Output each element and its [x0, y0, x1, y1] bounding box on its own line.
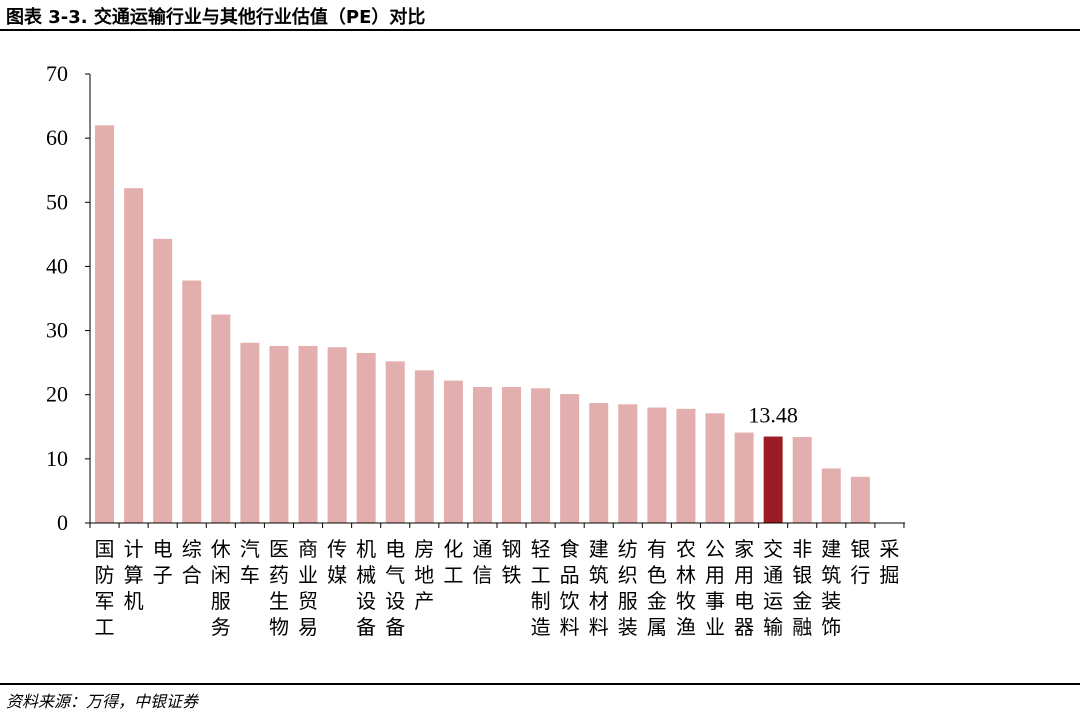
- bar-23: [763, 436, 783, 523]
- category-label-26: 银行: [850, 537, 870, 587]
- category-label-7: 商业贸易: [298, 537, 318, 639]
- bar-16: [560, 394, 580, 523]
- bar-15: [531, 388, 551, 523]
- bottom-divider: [0, 683, 1080, 685]
- category-label-24: 非银金融: [792, 537, 812, 639]
- category-label-20: 农林牧渔: [676, 537, 696, 639]
- bar-26: [850, 476, 870, 523]
- category-label-12: 化工: [443, 537, 463, 587]
- category-label-19: 有色金属: [647, 537, 667, 639]
- category-label-9: 机械设备: [356, 537, 376, 639]
- category-label-10: 电气设备: [385, 537, 405, 639]
- bar-25: [821, 468, 841, 523]
- bar-7: [298, 345, 318, 523]
- bar-24: [792, 437, 812, 523]
- bar-13: [472, 387, 492, 523]
- category-label-3: 综合: [182, 537, 202, 587]
- bar-22: [734, 432, 754, 523]
- y-tick-label-60: 60: [46, 125, 68, 150]
- bar-19: [647, 407, 667, 523]
- y-tick-label-30: 30: [46, 318, 68, 343]
- category-label-0: 国防军工: [95, 537, 115, 639]
- bar-6: [269, 345, 289, 523]
- y-tick-label-40: 40: [46, 253, 68, 278]
- category-label-4: 休闲服务: [211, 537, 231, 639]
- category-label-17: 建筑材料: [589, 537, 609, 639]
- bar-14: [502, 387, 522, 523]
- category-label-18: 纺织服装: [618, 537, 638, 639]
- category-label-5: 汽车: [240, 537, 260, 587]
- bar-4: [211, 314, 231, 523]
- category-label-13: 通信: [472, 537, 492, 587]
- bar-17: [589, 403, 609, 523]
- category-label-15: 轻工制造: [531, 537, 551, 639]
- top-divider: [0, 29, 1080, 31]
- data-label-0: 13.48: [748, 403, 798, 428]
- bar-12: [443, 380, 463, 523]
- bar-1: [124, 188, 144, 524]
- bar-5: [240, 342, 260, 523]
- category-label-8: 传媒: [327, 537, 347, 587]
- category-label-11: 房地产: [414, 537, 434, 613]
- category-label-1: 计算机: [124, 537, 144, 613]
- category-label-2: 电子: [153, 537, 173, 587]
- category-label-23: 交通运输: [763, 537, 783, 639]
- category-label-25: 建筑装饰: [821, 537, 841, 639]
- bar-18: [618, 404, 638, 523]
- category-label-6: 医药生物: [269, 537, 289, 639]
- bar-21: [705, 413, 725, 523]
- y-tick-label-50: 50: [46, 189, 68, 214]
- bar-2: [153, 238, 173, 523]
- category-label-16: 食品饮料: [560, 537, 580, 639]
- bar-8: [327, 347, 347, 523]
- category-label-21: 公用事业: [705, 537, 725, 639]
- category-label-27: 采掘: [879, 537, 899, 587]
- y-tick-label-20: 20: [46, 382, 68, 407]
- bar-20: [676, 408, 696, 523]
- category-label-14: 钢铁: [502, 537, 522, 587]
- bar-9: [356, 353, 376, 523]
- bar-10: [385, 361, 405, 523]
- y-tick-label-10: 10: [46, 446, 68, 471]
- figure-title: 图表 3-3. 交通运输行业与其他行业估值（PE）对比: [6, 7, 426, 28]
- y-tick-label-70: 70: [46, 61, 68, 86]
- category-label-22: 家用电器: [734, 537, 754, 639]
- y-tick-label-0: 0: [57, 510, 68, 535]
- bar-0: [95, 125, 115, 523]
- bar-11: [414, 370, 434, 523]
- bar-3: [182, 280, 202, 523]
- source-note: 资料来源：万得，中银证券: [6, 692, 199, 711]
